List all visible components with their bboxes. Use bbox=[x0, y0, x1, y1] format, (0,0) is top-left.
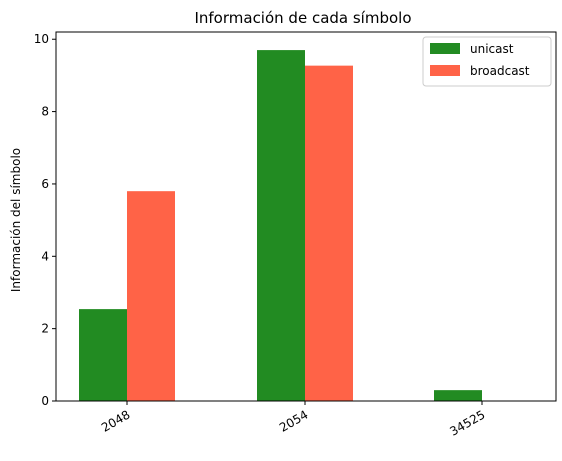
chart-title: Información de cada símbolo bbox=[194, 9, 411, 27]
bar-unicast-2048 bbox=[79, 309, 127, 401]
legend-swatch-broadcast bbox=[430, 65, 460, 76]
bar-broadcast-2054 bbox=[305, 65, 353, 402]
bar-unicast-2054 bbox=[257, 50, 305, 402]
legend-label-broadcast: broadcast bbox=[470, 64, 530, 78]
x-tick-label: 2054 bbox=[277, 407, 310, 434]
x-tick-label: 34525 bbox=[447, 407, 487, 438]
bar-broadcast-2048 bbox=[127, 191, 175, 401]
y-tick-label: 0 bbox=[41, 394, 49, 408]
plot-frame bbox=[55, 31, 557, 402]
y-tick-label: 4 bbox=[41, 249, 49, 263]
y-tick-label: 10 bbox=[34, 32, 49, 46]
y-axis-label: Información del símbolo bbox=[9, 148, 23, 292]
y-tick-label: 6 bbox=[41, 177, 49, 191]
legend: unicast broadcast bbox=[422, 36, 552, 87]
bars-layer bbox=[79, 50, 482, 402]
x-tick-label: 2048 bbox=[99, 407, 132, 434]
y-tick-label: 2 bbox=[41, 322, 49, 336]
y-tick-label: 8 bbox=[41, 105, 49, 119]
legend-swatch-unicast bbox=[430, 43, 460, 54]
bar-unicast-34525 bbox=[434, 390, 482, 401]
legend-label-unicast: unicast bbox=[470, 42, 514, 56]
